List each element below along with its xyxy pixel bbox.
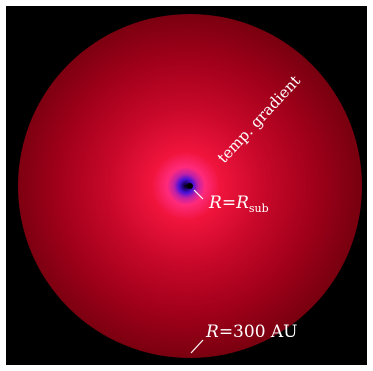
radius-sub-symbol: R	[235, 193, 249, 213]
radius-symbol: R	[208, 193, 222, 213]
central-star	[187, 183, 193, 189]
sub-subscript: sub	[249, 202, 269, 215]
outer-radius-label: R=300 AU	[205, 322, 298, 342]
outer-radius-pointer	[190, 339, 204, 354]
equals-sign: =	[222, 193, 236, 213]
outer-radius-symbol: R	[205, 322, 219, 342]
outer-radius-value: =300 AU	[219, 322, 298, 342]
inner-radius-pointer	[193, 189, 204, 200]
sublimation-radius-label: R=Rsub	[208, 193, 269, 215]
